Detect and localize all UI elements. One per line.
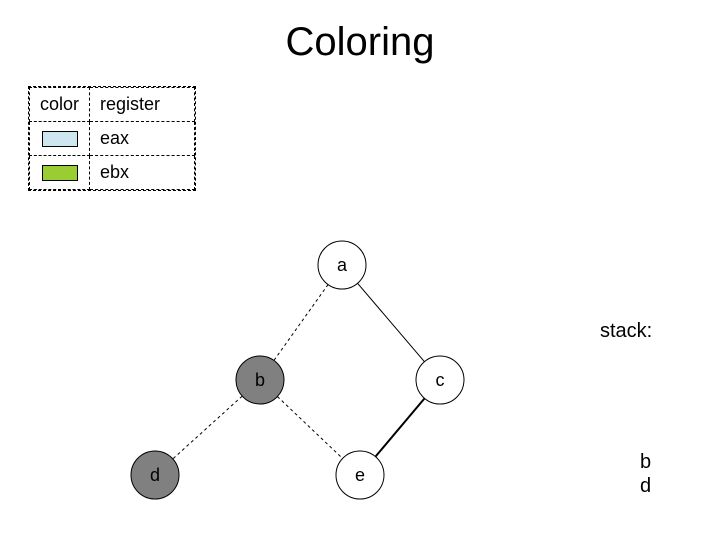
node-label-d: d [150, 465, 160, 485]
stack-item: d [640, 474, 651, 498]
edge-b-e [277, 397, 342, 459]
node-label-c: c [436, 370, 445, 390]
edge-a-b [274, 285, 328, 361]
edge-a-c [358, 283, 425, 361]
edge-c-e [375, 398, 424, 456]
stack-items: bd [640, 450, 651, 498]
edge-b-d [173, 396, 242, 459]
node-label-a: a [337, 255, 348, 275]
stack-label: stack: [600, 320, 652, 343]
stack-item: b [640, 450, 651, 474]
node-label-b: b [255, 370, 265, 390]
interference-graph: a b c d e [0, 0, 720, 540]
node-label-e: e [355, 465, 365, 485]
